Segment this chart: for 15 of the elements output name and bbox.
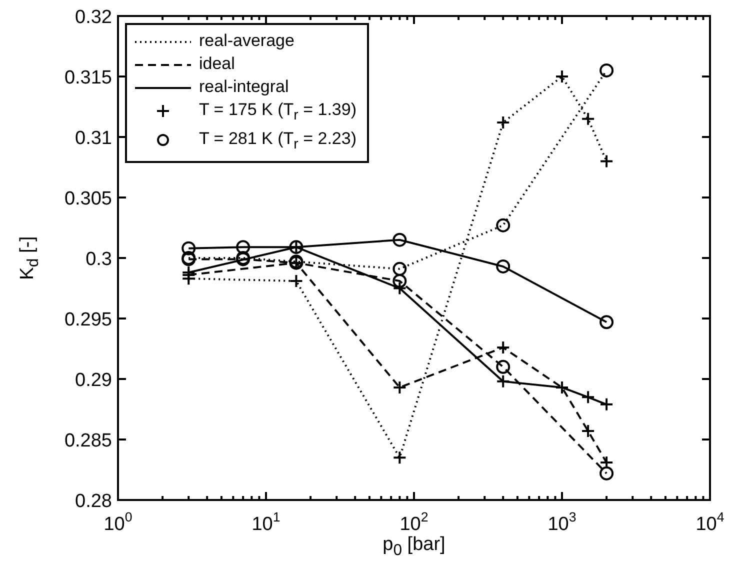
legend-label: real-integral — [199, 77, 289, 96]
legend-label: T = 175 K (T$_{r}$ = 1.39) — [199, 100, 356, 124]
y-tick-label: 0.29 — [75, 370, 112, 391]
y-tick-label: 0.305 — [64, 188, 112, 210]
x-axis-title: p$_{0}$ [bar] — [382, 534, 446, 560]
y-tick-label: 0.295 — [64, 310, 112, 330]
legend-label: real-average — [199, 31, 294, 50]
y-tick-label: 0.315 — [64, 68, 112, 88]
legend-label: T = 281 K (T$_{r}$ = 2.23) — [199, 129, 356, 153]
y-tick-label: 0.3 — [86, 249, 112, 270]
y-tick-label: 0.28 — [75, 491, 112, 512]
y-tick-label: 0.285 — [64, 430, 112, 452]
y-tick-label: 0.31 — [75, 128, 112, 149]
y-tick-label: 0.32 — [75, 7, 112, 28]
legend-label: ideal — [199, 54, 235, 73]
